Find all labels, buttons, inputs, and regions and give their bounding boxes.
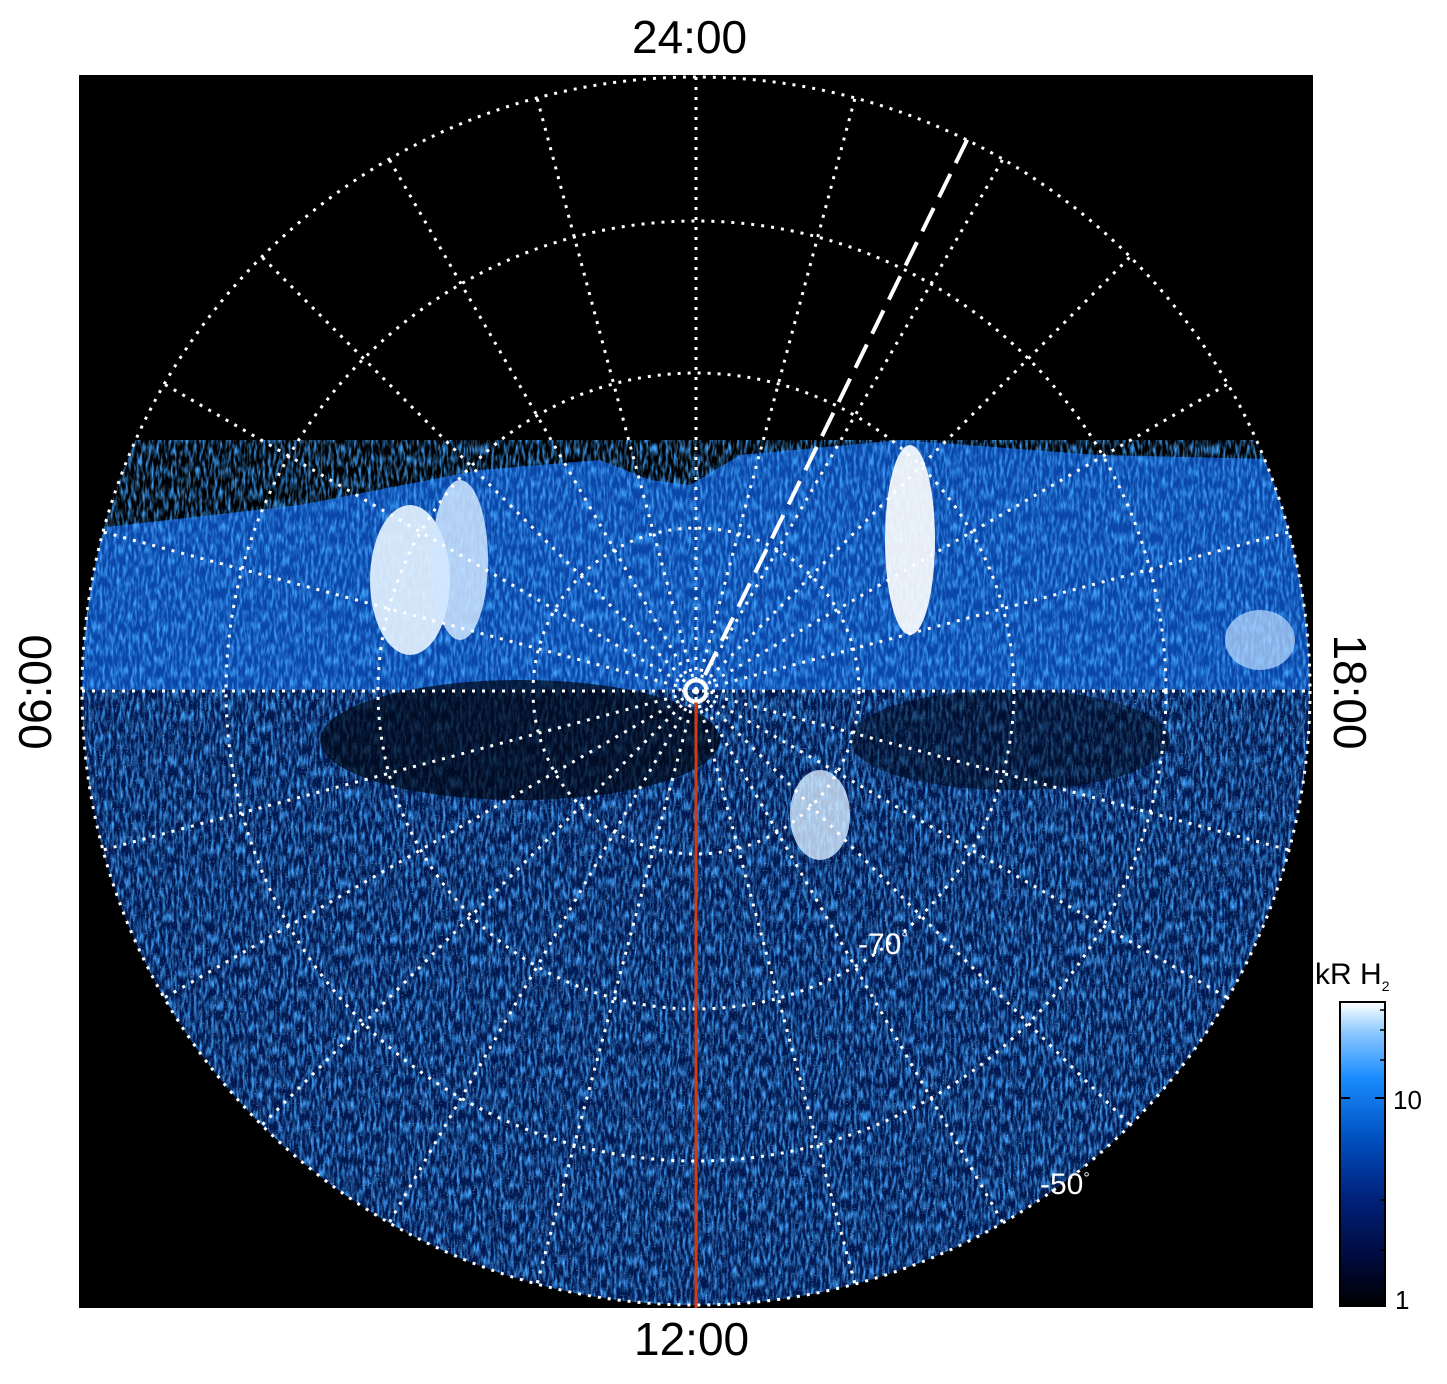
time-label-18: 18:00 [1324, 634, 1376, 750]
dashed-reference-line [703, 137, 970, 676]
colorbar-tick-10: 10 [1393, 1085, 1422, 1115]
latitude-value: -50 [1040, 1168, 1084, 1201]
degree-symbol: ° [901, 930, 908, 947]
colorbar-unit: kR [1315, 958, 1352, 991]
colorbar-title: kR H2 [1315, 958, 1389, 994]
time-label-24: 24:00 [632, 11, 748, 63]
latitude-label-50: -50° [1040, 1168, 1090, 1202]
degree-symbol: ° [1083, 1170, 1090, 1187]
colorbar-species-subscript: 2 [1381, 978, 1390, 994]
pole-marker [684, 679, 708, 703]
coordinate-grid [80, 75, 1312, 1307]
time-label-12: 12:00 [634, 1313, 750, 1365]
colorbar [1339, 1001, 1386, 1307]
colorbar-species: H [1360, 958, 1382, 991]
latitude-label-70: -70° [858, 928, 908, 962]
time-label-06: 06:00 [9, 634, 61, 750]
colorbar-tick-1: 1 [1395, 1285, 1410, 1315]
latitude-value: -70 [858, 928, 902, 961]
